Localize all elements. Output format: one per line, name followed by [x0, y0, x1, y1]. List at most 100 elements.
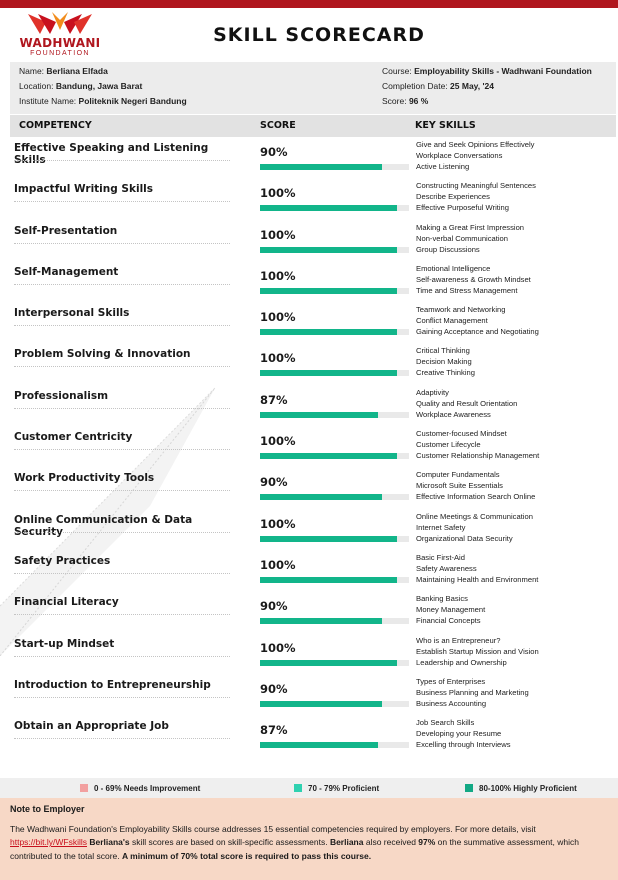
key-skills-list: Adaptivity Quality and Result Orientation…	[416, 387, 616, 420]
info-panel: Name: Berliana Elfada Location: Bandung,…	[10, 62, 616, 114]
key-skills-list: Banking Basics Money Management Financial …	[416, 593, 616, 626]
header-key-skills: KEY SKILLS	[415, 120, 476, 131]
dotted-divider	[14, 242, 230, 244]
score-value: 90%	[260, 475, 288, 490]
competency-name: Obtain an Appropriate Job	[14, 720, 169, 733]
table-row: Impactful Writing Skills 100% Constructing…	[0, 179, 618, 220]
score-bar-fill	[260, 453, 398, 460]
table-row: Problem Solving & Innovation 100% Critical…	[0, 344, 618, 385]
key-skill-item: Emotional Intelligence	[416, 263, 491, 273]
key-skill-item: Excelling through Interviews	[416, 740, 511, 750]
dotted-divider	[14, 283, 230, 285]
legend-highly-proficient: 80-100% Highly Proficient	[465, 784, 577, 793]
score-bar-track	[260, 576, 409, 583]
legend-swatch-needs-improvement	[80, 784, 88, 792]
table-row: Online Communication & Data Security 100%…	[0, 510, 618, 551]
score-value: 100%	[260, 557, 296, 572]
table-header: COMPETENCY SCORE KEY SKILLS	[10, 115, 616, 137]
score-bar-track	[260, 700, 409, 707]
table-row: Professionalism 87% Adaptivity Quality and …	[0, 386, 618, 427]
key-skill-item: Workplace Awareness	[416, 409, 491, 419]
location-value: Bandung, Jawa Barat	[55, 81, 143, 91]
note-body: The Wadhwani Foundation's Employability …	[10, 823, 579, 861]
key-skill-item: Financial Concepts	[416, 616, 481, 626]
score-bar-fill	[260, 205, 398, 212]
legend-label: 70 - 79% Proficient	[308, 784, 380, 793]
score-value: 100%	[260, 310, 296, 325]
score-bar-fill	[260, 370, 398, 377]
dotted-divider	[14, 366, 230, 368]
skills-link[interactable]: https://bit.ly/WFskills	[10, 837, 87, 848]
dotted-divider	[14, 614, 230, 616]
key-skill-item: Maintaining Health and Environment	[416, 574, 539, 584]
competency-name: Impactful Writing Skills	[14, 183, 154, 196]
score-bar-track	[260, 618, 409, 625]
score-value: 96 %	[408, 96, 429, 106]
key-skill-item: Who is an Entrepreneur?	[416, 635, 501, 645]
score-bar-track	[260, 411, 409, 418]
note-heading: Note to Employer	[10, 804, 85, 814]
key-skill-item: Banking Basics	[416, 594, 468, 604]
wadhwani-logo-icon	[28, 12, 92, 34]
score-bar-fill	[260, 576, 398, 583]
score-value: 90%	[260, 599, 288, 614]
location-label: Location:	[19, 81, 56, 91]
competency-name: Online Communication & Data Security	[14, 513, 193, 538]
date-value: 25 May, '24	[450, 81, 494, 91]
name-value: Berliana Elfada	[46, 66, 108, 76]
table-row: Financial Literacy 90% Banking Basics Money…	[0, 592, 618, 633]
key-skill-item: Effective Information Search Online	[416, 492, 536, 502]
institute-field: Institute Name: Politeknik Negeri Bandun…	[19, 96, 187, 106]
key-skill-item: Quality and Result Orientation	[416, 398, 518, 408]
competency-name: Start-up Mindset	[14, 637, 115, 650]
key-skill-item: Customer Relationship Management	[416, 451, 540, 461]
key-skills-list: Teamwork and Networking Conflict Manageme…	[416, 304, 616, 337]
key-skill-item: Non-verbal Communication	[416, 233, 509, 243]
dotted-divider	[14, 738, 230, 740]
score-value: 100%	[260, 640, 296, 655]
legend-label: 80-100% Highly Proficient	[479, 784, 577, 793]
competency-name: Self-Management	[14, 265, 119, 278]
key-skill-item: Critical Thinking	[416, 346, 470, 356]
competency-name: Safety Practices	[14, 554, 111, 567]
score-value: 100%	[260, 434, 296, 449]
score-bar-track	[260, 164, 409, 170]
dotted-divider	[14, 696, 230, 698]
key-skill-item: Conflict Management	[416, 316, 488, 326]
date-label: Completion Date:	[382, 81, 451, 91]
table-row: Work Productivity Tools 90% Computer Funda…	[0, 468, 618, 509]
institute-label: Institute Name:	[19, 96, 79, 106]
competency-name: Problem Solving & Innovation	[14, 348, 191, 361]
key-skill-item: Active Listening	[416, 162, 470, 171]
key-skill-item: Making a Great First Impression	[416, 222, 525, 232]
score-bar-fill	[260, 700, 383, 707]
location-field: Location: Bandung, Jawa Barat	[19, 81, 142, 91]
course-value: Employability Skills - Wadhwani Foundati…	[414, 66, 592, 76]
key-skill-item: Creative Thinking	[416, 368, 475, 378]
table-row: Start-up Mindset 100% Who is an Entreprene…	[0, 634, 618, 675]
score-bar-track	[260, 535, 409, 542]
legend-swatch-highly-proficient	[465, 784, 473, 792]
name-label: Name:	[19, 66, 47, 76]
page-title: SKILL SCORECARD	[213, 24, 425, 46]
key-skill-item: Effective Purposeful Writing	[416, 203, 509, 213]
legend-needs-improvement: 0 - 69% Needs Improvement	[80, 784, 200, 793]
key-skill-item: Safety Awareness	[416, 563, 477, 573]
table-row: Interpersonal Skills 100% Teamwork and Net…	[0, 303, 618, 344]
key-skill-item: Organizational Data Security	[416, 533, 513, 543]
key-skill-item: Describe Experiences	[416, 192, 490, 202]
key-skills-list: Computer Fundamentals Microsoft Suite Ess…	[416, 469, 616, 502]
key-skill-item: Microsoft Suite Essentials	[416, 481, 503, 491]
score-value: 100%	[260, 351, 296, 366]
institute-value: Politeknik Negeri Bandung	[78, 96, 187, 106]
course-field: Course: Employability Skills - Wadhwani …	[382, 66, 592, 76]
competency-name: Customer Centricity	[14, 431, 133, 444]
note-to-employer: Note to Employer The Wadhwani Foundation…	[0, 798, 618, 880]
key-skill-item: Adaptivity	[416, 387, 449, 397]
legend-proficient: 70 - 79% Proficient	[294, 784, 379, 793]
key-skills-list: Making a Great First Impression Non-verba…	[416, 222, 616, 255]
header-score: SCORE	[260, 120, 296, 131]
name-field: Name: Berliana Elfada	[19, 66, 108, 76]
score-bar-track	[260, 494, 409, 501]
table-row: Safety Practices 100% Basic First-Aid Safet…	[0, 551, 618, 592]
